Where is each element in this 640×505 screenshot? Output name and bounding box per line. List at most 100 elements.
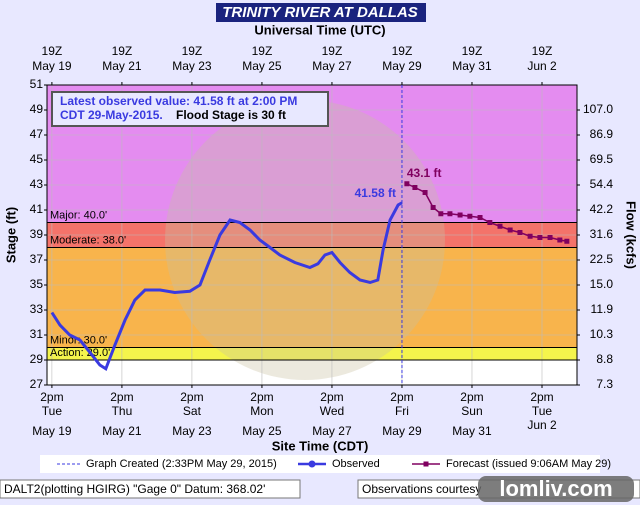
x-tick-date: May 23 <box>172 424 212 438</box>
y-tick-label: 35 <box>30 277 44 291</box>
info-text: Latest observed value: 41.58 ft at 2:00 … <box>60 94 297 108</box>
y-tick-label: 49 <box>30 102 44 116</box>
y-tick-label: 31 <box>30 327 44 341</box>
legend-icon <box>423 461 429 467</box>
y-tick-label: 51 <box>30 77 44 91</box>
top-tick-date: May 27 <box>312 59 352 73</box>
top-tick-date: May 19 <box>32 59 72 73</box>
top-axis-title: Universal Time (UTC) <box>254 22 385 37</box>
logo <box>165 100 445 380</box>
top-tick-label: 19Z <box>322 44 343 58</box>
y-axis-title: Stage (ft) <box>3 207 18 263</box>
x-tick-label: 2pm <box>180 390 203 404</box>
plot-area: Major: 40.0'Moderate: 38.0'Minor: 30.0'A… <box>30 44 614 438</box>
footer-right: Observations courtesy <box>362 482 481 496</box>
series-line <box>50 201 403 371</box>
top-tick-label: 19Z <box>252 44 273 58</box>
y-tick-label: 39 <box>30 227 44 241</box>
flood-label: Major: 40.0' <box>50 209 107 221</box>
point <box>507 227 513 233</box>
point <box>457 212 463 218</box>
x-tick-date: May 25 <box>242 424 282 438</box>
top-tick-label: 19Z <box>392 44 413 58</box>
x-tick-label: 2pm <box>530 390 553 404</box>
y2-tick-label: 11.9 <box>591 302 614 316</box>
x-tick-day: Mon <box>250 404 273 418</box>
x-tick-day: Sun <box>461 404 482 418</box>
point <box>517 230 523 235</box>
x-tick-date: May 21 <box>102 424 142 438</box>
x-tick-day: Tue <box>42 404 63 418</box>
y2-tick-label: 54.4 <box>590 177 614 191</box>
legend-icon <box>308 460 316 468</box>
footer-box <box>0 479 301 499</box>
top-tick-label: 19Z <box>462 44 483 58</box>
y2-tick-label: 8.8 <box>596 352 613 366</box>
info-box <box>51 91 329 127</box>
y-tick-label: 41 <box>30 202 44 216</box>
top-tick-label: 19Z <box>532 44 553 58</box>
y-tick-label: 27 <box>30 377 44 391</box>
y2-axis-title: Flow (kcfs) <box>624 201 639 269</box>
x-tick-day: Sat <box>183 404 202 418</box>
x-tick-date: May 31 <box>452 424 492 438</box>
x-tick-label: 2pm <box>110 390 133 404</box>
x-tick-date: May 19 <box>32 424 72 438</box>
point <box>547 235 553 240</box>
x-tick-day: Tue <box>532 404 553 418</box>
x-tick-date: May 29 <box>382 424 422 438</box>
point <box>557 237 563 243</box>
point <box>537 235 543 240</box>
x-tick-day: Wed <box>320 404 344 418</box>
y2-tick-label: 86.9 <box>590 127 614 141</box>
top-tick-label: 19Z <box>42 44 63 58</box>
y2-tick-label: 107.0 <box>583 102 613 116</box>
x-tick-label: 2pm <box>390 390 413 404</box>
annotation: 43.1 ft <box>407 166 442 180</box>
point <box>564 238 570 244</box>
title-bar <box>216 3 426 22</box>
top-tick-date: Jun 2 <box>527 59 557 73</box>
x-tick-day: Thu <box>112 404 133 418</box>
y-tick-label: 45 <box>30 152 44 166</box>
flood-band <box>47 347 577 360</box>
info-text: Flood Stage is 30 ft <box>176 108 286 122</box>
legend-label: Forecast (issued 9:06AM May 29) <box>446 458 611 470</box>
point <box>447 211 453 217</box>
point <box>487 220 493 225</box>
flood-label: Action: 29.0' <box>50 347 110 359</box>
x-tick-label: 2pm <box>460 390 483 404</box>
y-tick-label: 43 <box>30 177 44 191</box>
x-axis-title: Site Time (CDT) <box>272 438 369 453</box>
point <box>438 211 444 217</box>
annotation: 41.58 ft <box>355 186 396 200</box>
watermark-box <box>478 476 634 502</box>
top-tick-date: May 21 <box>102 59 142 73</box>
flood-label: Moderate: 38.0' <box>50 234 126 246</box>
y-tick-label: 33 <box>30 302 44 316</box>
y-tick-label: 37 <box>30 252 44 266</box>
chart-title: TRINITY RIVER AT DALLAS <box>222 4 418 21</box>
top-tick-date: May 31 <box>452 59 492 73</box>
y2-tick-label: 15.0 <box>590 277 614 291</box>
x-tick-label: 2pm <box>250 390 273 404</box>
y2-tick-label: 42.2 <box>590 202 614 216</box>
point <box>497 223 503 229</box>
top-tick-date: May 23 <box>172 59 212 73</box>
point <box>422 190 428 195</box>
y2-tick-label: 31.6 <box>590 227 614 241</box>
point <box>430 205 436 210</box>
top-tick-label: 19Z <box>182 44 203 58</box>
y2-tick-label: 22.5 <box>590 252 614 266</box>
footer-left: DALT2(plotting HGIRG) "Gage 0" Datum: 36… <box>4 482 265 496</box>
x-tick-date: Jun 2 <box>527 418 557 432</box>
y2-tick-label: 7.3 <box>596 377 613 391</box>
y2-tick-label: 10.3 <box>590 327 614 341</box>
point <box>467 213 473 219</box>
top-tick-date: May 25 <box>242 59 282 73</box>
legend-created: Graph Created (2:33PM May 29, 2015) <box>86 458 277 470</box>
point <box>412 185 418 190</box>
y-tick-label: 29 <box>30 352 44 366</box>
info-text: CDT 29-May-2015. <box>60 108 163 122</box>
